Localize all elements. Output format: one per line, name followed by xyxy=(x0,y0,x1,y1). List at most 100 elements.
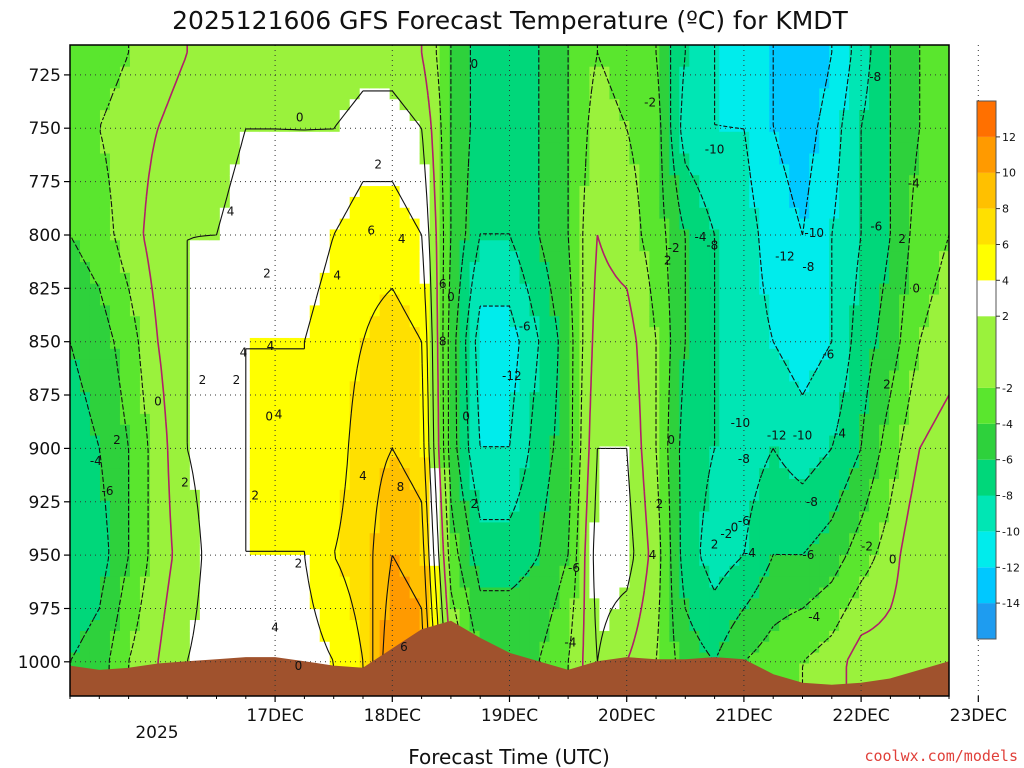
temperature-cell xyxy=(79,251,91,263)
temperature-cell xyxy=(469,381,481,393)
temperature-cell xyxy=(409,500,421,513)
temperature-cell xyxy=(389,229,401,241)
temperature-cell xyxy=(249,316,261,328)
temperature-cell xyxy=(389,164,401,176)
temperature-cell xyxy=(369,348,381,361)
temperature-cell xyxy=(89,511,101,523)
temperature-cell xyxy=(519,77,531,89)
temperature-cell xyxy=(349,424,361,437)
temperature-cell xyxy=(609,392,620,404)
temperature-cell xyxy=(269,522,281,534)
temperature-cell xyxy=(479,359,491,372)
temperature-cell xyxy=(219,533,231,545)
temperature-cell xyxy=(159,337,171,350)
temperature-cell xyxy=(169,511,181,523)
temperature-cell xyxy=(199,544,211,556)
temperature-cell xyxy=(799,598,810,610)
temperature-cell xyxy=(689,45,700,57)
temperature-cell xyxy=(279,392,291,404)
temperature-cell xyxy=(179,175,191,187)
temperature-cell xyxy=(669,468,680,480)
temperature-cell xyxy=(889,489,900,502)
temperature-cell xyxy=(849,66,860,79)
temperature-cell xyxy=(589,413,600,426)
temperature-cell xyxy=(759,305,770,317)
temperature-cell xyxy=(229,142,241,155)
temperature-cell xyxy=(369,262,381,274)
temperature-cell xyxy=(329,337,341,350)
temperature-cell xyxy=(829,66,840,79)
temperature-cell xyxy=(659,240,670,252)
temperature-cell xyxy=(619,544,630,556)
temperature-cell xyxy=(659,77,670,89)
temperature-cell xyxy=(639,424,650,437)
temperature-cell xyxy=(159,392,171,404)
temperature-cell xyxy=(899,120,910,133)
temperature-cell xyxy=(189,554,201,567)
temperature-cell xyxy=(119,544,131,556)
temperature-cell xyxy=(309,359,321,372)
temperature-cell xyxy=(129,381,141,393)
temperature-cell xyxy=(749,110,760,122)
temperature-cell xyxy=(279,468,291,480)
temperature-cell xyxy=(769,435,780,448)
temperature-cell xyxy=(419,489,431,502)
temperature-cell xyxy=(799,630,810,643)
temperature-cell xyxy=(819,120,830,133)
temperature-cell xyxy=(299,88,311,100)
temperature-cell xyxy=(649,153,660,165)
temperature-cell xyxy=(839,175,850,187)
temperature-cell xyxy=(739,403,750,415)
temperature-cell xyxy=(629,66,640,79)
temperature-cell xyxy=(849,424,860,437)
temperature-cell xyxy=(879,598,890,610)
temperature-cell xyxy=(79,294,91,306)
temperature-cell xyxy=(229,153,241,165)
temperature-cell xyxy=(329,327,341,339)
temperature-cell xyxy=(859,403,870,415)
temperature-cell xyxy=(219,251,231,263)
temperature-cell xyxy=(719,522,730,534)
temperature-cell xyxy=(219,489,231,502)
temperature-cell xyxy=(189,142,201,155)
temperature-cell xyxy=(699,240,710,252)
temperature-cell xyxy=(879,251,890,263)
temperature-cell xyxy=(199,587,211,599)
temperature-cell xyxy=(389,348,401,361)
temperature-cell xyxy=(759,641,770,654)
temperature-cell xyxy=(699,142,710,155)
temperature-cell xyxy=(729,598,740,610)
temperature-cell xyxy=(179,120,191,133)
temperature-cell xyxy=(759,413,770,426)
temperature-cell xyxy=(699,45,710,57)
temperature-cell xyxy=(849,652,860,665)
temperature-cell xyxy=(129,218,141,231)
temperature-cell xyxy=(849,544,860,556)
temperature-cell xyxy=(469,272,481,285)
temperature-cell xyxy=(499,359,511,372)
temperature-cell xyxy=(609,218,620,231)
temperature-cell xyxy=(879,207,890,220)
temperature-cell xyxy=(349,88,361,100)
temperature-cell xyxy=(619,251,630,263)
temperature-cell xyxy=(639,164,650,176)
temperature-cell xyxy=(439,359,451,372)
temperature-cell xyxy=(199,153,211,165)
temperature-cell xyxy=(249,609,261,621)
temperature-cell xyxy=(319,142,331,155)
temperature-cell xyxy=(719,229,730,241)
temperature-cell xyxy=(319,120,331,133)
temperature-cell xyxy=(119,620,131,632)
temperature-cell xyxy=(489,131,501,144)
temperature-cell xyxy=(89,218,101,231)
temperature-cell xyxy=(289,283,301,296)
temperature-cell xyxy=(709,186,720,198)
temperature-cell xyxy=(279,424,291,437)
temperature-cell xyxy=(129,305,141,317)
temperature-cell xyxy=(569,446,581,458)
temperature-cell xyxy=(399,283,411,296)
temperature-cell xyxy=(859,153,870,165)
temperature-cell xyxy=(729,554,740,567)
temperature-cell xyxy=(509,305,521,317)
temperature-cell xyxy=(829,370,840,382)
